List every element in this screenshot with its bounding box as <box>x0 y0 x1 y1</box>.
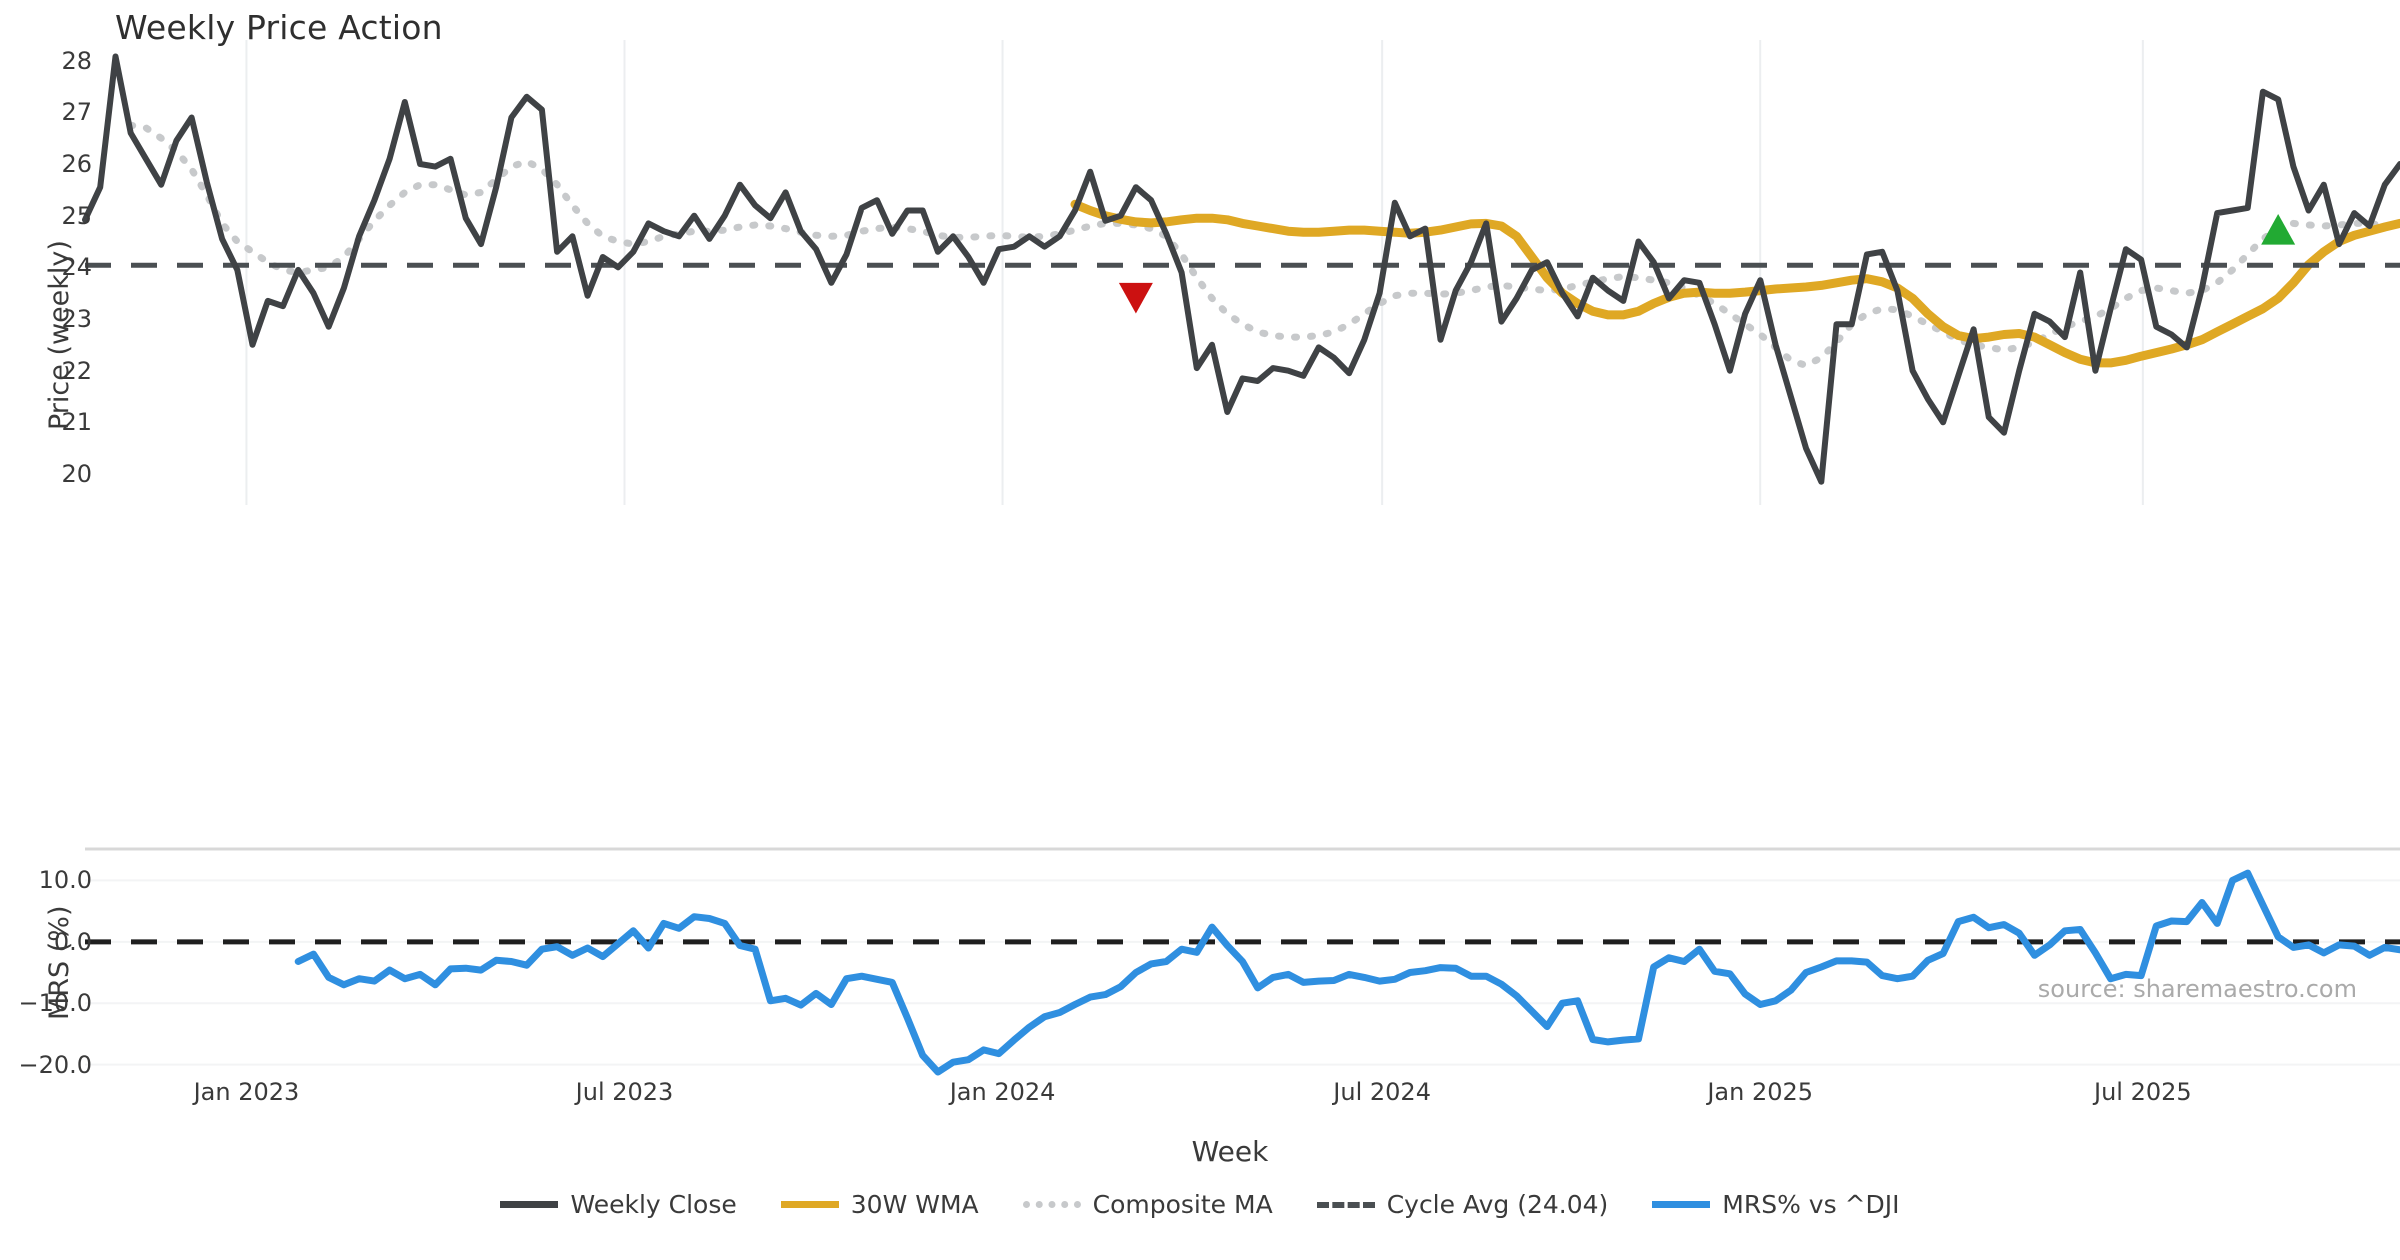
x-tick-label: Jan 2025 <box>1707 1078 1814 1106</box>
price-y-tick-label: 26 <box>61 150 92 178</box>
legend-label: Weekly Close <box>570 1190 737 1219</box>
x-tick-label: Jul 2023 <box>575 1078 674 1106</box>
legend-item[interactable]: 30W WMA <box>780 1190 979 1219</box>
legend-item[interactable]: Cycle Avg (24.04) <box>1316 1190 1609 1219</box>
x-axis-label: Week <box>1191 1135 1269 1168</box>
x-tick-label: Jul 2025 <box>2094 1078 2192 1106</box>
legend-item[interactable]: Weekly Close <box>500 1190 737 1219</box>
x-tick-label: Jan 2023 <box>193 1078 300 1106</box>
chart-title: Weekly Price Action <box>115 8 443 47</box>
legend-item[interactable]: Composite MA <box>1022 1190 1273 1219</box>
legend-swatch-solid-icon <box>1652 1201 1711 1208</box>
price-y-tick-label: 25 <box>61 201 92 230</box>
price-y-tick-label: 20 <box>61 460 92 488</box>
buy-signal-marker <box>2261 213 2296 245</box>
source-note: source: sharemaestro.com <box>2037 975 2357 1003</box>
legend-swatch-solid-icon <box>780 1201 839 1208</box>
price-y-tick-label: 23 <box>61 305 92 333</box>
sell-signal-marker <box>1118 282 1153 314</box>
legend-label: Composite MA <box>1092 1190 1273 1219</box>
mrs-y-tick-label: −20.0 <box>18 1050 92 1079</box>
legend-label: MRS% vs ^DJI <box>1722 1190 1900 1219</box>
legend-swatch-dashed-icon <box>1316 1201 1375 1208</box>
mrs-y-tick-label: −10.0 <box>18 989 92 1018</box>
legend-label: Cycle Avg (24.04) <box>1386 1190 1609 1219</box>
legend-item[interactable]: MRS% vs ^DJI <box>1652 1190 1900 1219</box>
legend-label: 30W WMA <box>850 1190 979 1219</box>
price-y-tick-label: 21 <box>61 408 92 437</box>
price-y-tick-label: 22 <box>61 356 92 385</box>
price-y-tick-label: 24 <box>61 253 92 282</box>
weekly-close-line <box>82 53 2400 485</box>
legend-swatch-dotted-icon <box>1022 1201 1081 1208</box>
legend-swatch-solid-icon <box>500 1201 559 1208</box>
x-tick-label: Jul 2024 <box>1333 1078 1431 1106</box>
mrs-percent-line <box>294 869 2400 1076</box>
price-y-tick-label: 28 <box>61 46 92 75</box>
price-y-tick-label: 27 <box>61 98 92 127</box>
chart-legend: Weekly Close 30W WMA Composite MA Cycle Avg… <box>0 1190 2400 1219</box>
wma-30w-line <box>1070 199 2400 368</box>
mrs-y-tick-label: 10.0 <box>38 866 92 895</box>
x-tick-label: Jan 2024 <box>949 1078 1056 1106</box>
mrs-y-tick-label: 0.0 <box>53 927 92 956</box>
